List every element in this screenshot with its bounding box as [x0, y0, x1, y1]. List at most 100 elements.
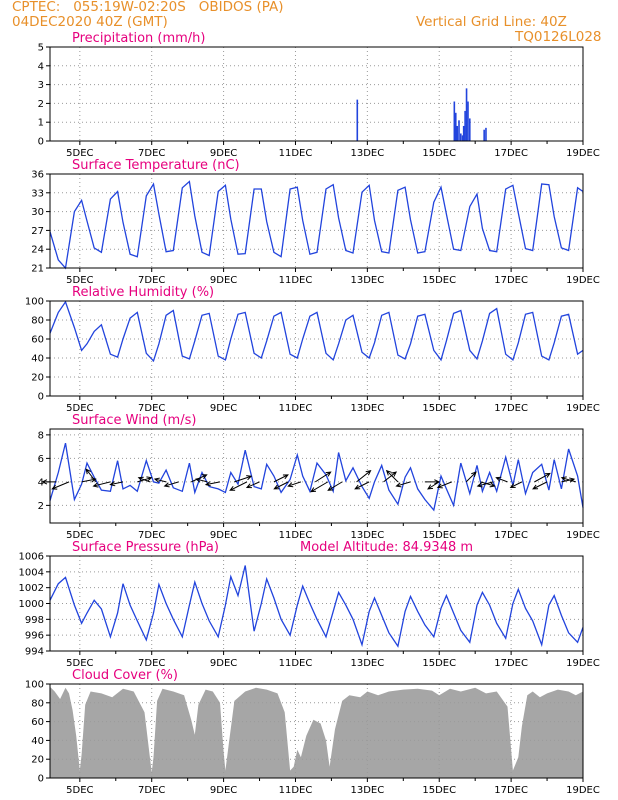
precip-title: Precipitation (mm/h) — [72, 31, 205, 46]
rh-xtick-label-5: 15DEC — [422, 403, 456, 414]
wind-xtick-label-5: 15DEC — [422, 530, 456, 541]
rh-title: Relative Humidity (%) — [72, 285, 214, 300]
precip-xtick-label-3: 11DEC — [279, 148, 313, 159]
precip-ytick-label-3: 3 — [38, 80, 44, 91]
temp-xtick-label-3: 11DEC — [279, 275, 313, 286]
precip-ytick-label-2: 2 — [38, 99, 44, 110]
temp-ytick-label-3: 30 — [31, 207, 44, 218]
wind-xtick-label-3: 11DEC — [279, 530, 313, 541]
precip-xtick-label-6: 17DEC — [494, 148, 528, 159]
rh-xtick-label-4: 13DEC — [350, 403, 384, 414]
wind-xtick-label-0: 5DEC — [66, 530, 93, 541]
temp-xtick-label-7: 19DEC — [566, 275, 600, 286]
wind-vector-15 — [245, 481, 260, 489]
wind-title: Surface Wind (m/s) — [72, 413, 196, 428]
cloud-ytick-label-0: 0 — [38, 774, 44, 785]
header-line2-right: TQ0126L028 — [515, 29, 602, 45]
wind-vector-35 — [534, 472, 551, 483]
psfc-xtick-label-7: 19DEC — [566, 658, 600, 669]
precip-bar-8 — [464, 110, 466, 141]
header-line1-right: Vertical Grid Line: 40Z — [416, 14, 567, 30]
wind-vector-7 — [137, 476, 151, 483]
wind-vector-3 — [85, 468, 97, 483]
wind-vector-23 — [354, 481, 370, 490]
wind-vector-12 — [204, 481, 221, 487]
rh-xtick-label-1: 7DEC — [138, 403, 165, 414]
precip-bar-9 — [465, 88, 468, 141]
wind-ytick-label-1: 4 — [38, 477, 44, 488]
wind-vector-9 — [163, 481, 179, 488]
wind-vector-1 — [51, 481, 70, 490]
wind-ytick-label-2: 6 — [38, 454, 44, 465]
precip-bar-7 — [462, 125, 465, 141]
precip-ytick-label-5: 5 — [38, 43, 44, 54]
psfc-ytick-label-4: 1002 — [19, 583, 44, 594]
wind-vector-11 — [195, 477, 208, 483]
cloud-xtick-label-5: 15DEC — [422, 785, 456, 796]
precip-bar-0 — [356, 99, 359, 141]
wind-vector-24 — [383, 471, 398, 483]
wind-vector-17 — [273, 481, 289, 490]
rh-xtick-label-3: 11DEC — [279, 403, 313, 414]
precip-ytick-label-1: 1 — [38, 118, 44, 129]
cloud-ytick-label-3: 60 — [31, 717, 44, 728]
wind-xtick-label-7: 19DEC — [566, 530, 600, 541]
wind-vector-2 — [81, 477, 97, 483]
wind-ytick-label-0: 2 — [38, 501, 44, 512]
wind-vector-18 — [287, 481, 302, 488]
rh-xtick-label-2: 9DEC — [210, 403, 237, 414]
precip-xtick-label-5: 15DEC — [422, 148, 456, 159]
psfc-xtick-label-3: 11DEC — [279, 658, 313, 669]
cloud-xtick-label-7: 19DEC — [566, 785, 600, 796]
psfc-xtick-label-0: 5DEC — [66, 658, 93, 669]
precip-bar-6 — [461, 135, 464, 141]
wind-vector-22 — [356, 469, 372, 483]
wind-frame — [49, 428, 584, 524]
wind-vector-34 — [509, 481, 523, 488]
wind-vector-8 — [153, 477, 167, 483]
psfc-ytick-label-2: 998 — [25, 615, 44, 626]
psfc-ytick-label-5: 1004 — [19, 567, 44, 578]
precip-bar-12 — [483, 129, 485, 141]
precip-xtick-label-1: 7DEC — [138, 148, 165, 159]
psfc-ytick-label-3: 1000 — [19, 599, 44, 610]
psfc-ytick-label-0: 994 — [25, 647, 44, 658]
cloud-area — [50, 686, 583, 778]
cloud-ytick-label-5: 100 — [25, 680, 44, 691]
psfc-ytick-label-6: 1006 — [19, 552, 44, 563]
precip-bar-5 — [460, 133, 462, 141]
psfc-xtick-label-5: 15DEC — [422, 658, 456, 669]
temp-ytick-label-0: 21 — [31, 264, 44, 275]
precip-plot-area — [50, 47, 583, 141]
cloud-xtick-label-4: 13DEC — [350, 785, 384, 796]
temp-xtick-label-1: 7DEC — [138, 275, 165, 286]
header-line1-left: CPTEC: 055:19W-02:20S OBIDOS (PA) — [12, 0, 284, 15]
temp-xtick-label-2: 9DEC — [210, 275, 237, 286]
precip-bar-2 — [454, 112, 457, 141]
cloud-frame — [49, 683, 584, 779]
precip-ytick-label-0: 0 — [38, 137, 44, 148]
wind-ytick-label-3: 8 — [38, 430, 44, 441]
cloud-ytick-label-1: 20 — [31, 755, 44, 766]
precip-bar-11 — [468, 118, 471, 141]
wind-vector-29 — [436, 481, 453, 489]
temp-frame — [49, 173, 584, 269]
wind-vector-31 — [480, 481, 496, 488]
precip-xtick-label-2: 9DEC — [210, 148, 237, 159]
wind-vector-36 — [532, 481, 548, 490]
wind-vector-38 — [560, 476, 576, 483]
rh-ytick-label-1: 20 — [31, 373, 44, 384]
wind-xtick-label-2: 9DEC — [210, 530, 237, 541]
temp-xtick-label-4: 13DEC — [350, 275, 384, 286]
rh-xtick-label-0: 5DEC — [66, 403, 93, 414]
cloud-xtick-label-0: 5DEC — [66, 785, 93, 796]
psfc-title: Surface Pressure (hPa) — [72, 540, 219, 555]
wind-vector-37 — [561, 477, 576, 483]
wind-vector-32 — [476, 481, 494, 488]
rh-ytick-label-2: 40 — [31, 354, 44, 365]
psfc-xtick-label-6: 17DEC — [494, 658, 528, 669]
cloud-xtick-label-3: 11DEC — [279, 785, 313, 796]
wind-vector-13 — [234, 475, 253, 483]
wind-xtick-label-1: 7DEC — [138, 530, 165, 541]
